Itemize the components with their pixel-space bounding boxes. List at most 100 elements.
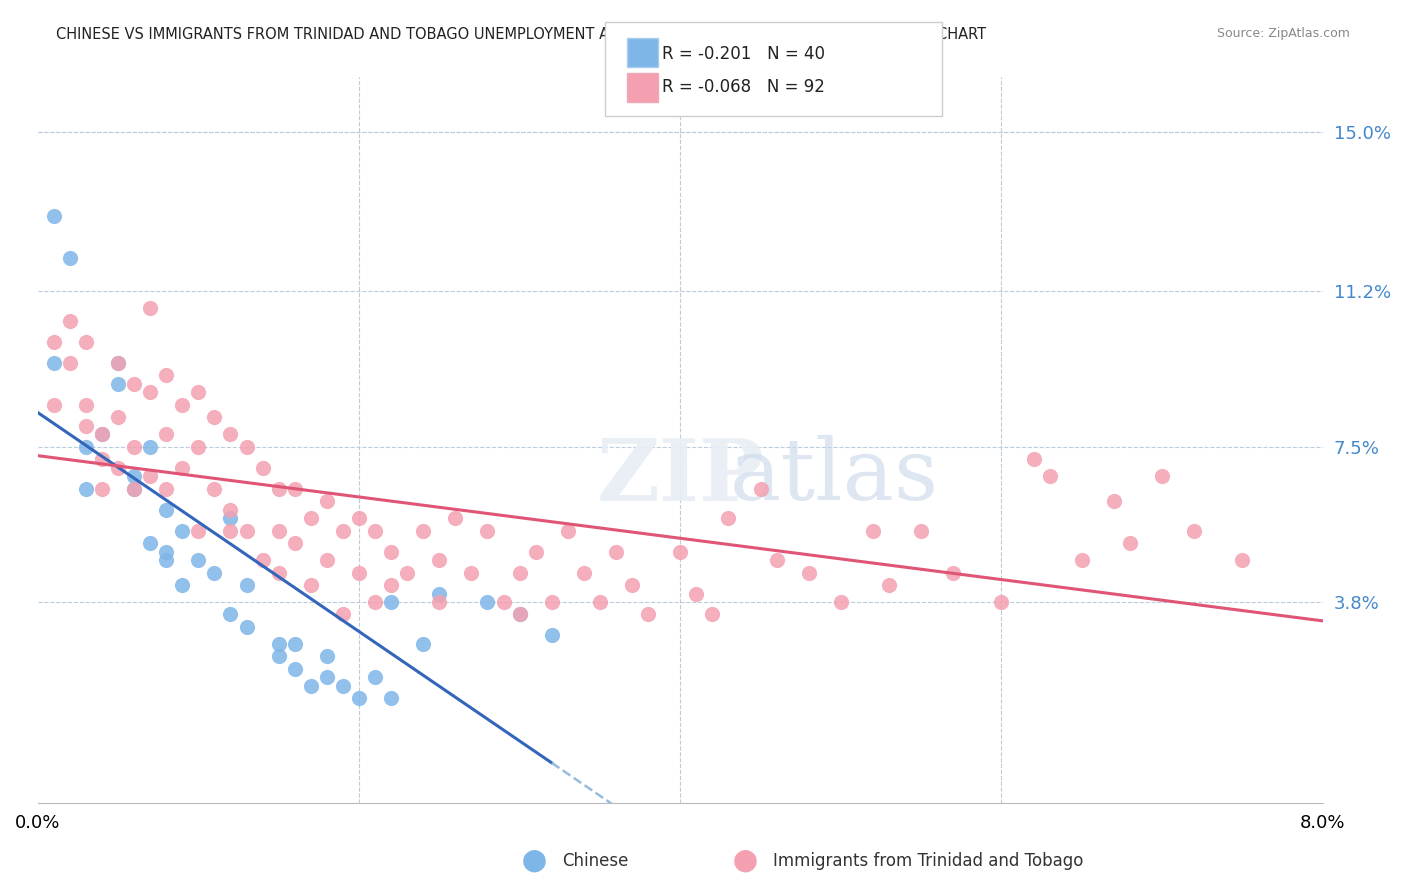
Point — [509, 607, 531, 622]
Point — [139, 469, 162, 483]
Point — [219, 427, 242, 442]
Point — [877, 578, 900, 592]
Point — [284, 662, 307, 676]
Point — [42, 209, 65, 223]
Point — [284, 482, 307, 496]
Point — [524, 544, 547, 558]
Point — [749, 482, 772, 496]
Point — [284, 536, 307, 550]
Point — [172, 578, 194, 592]
Point — [444, 511, 467, 525]
Point — [155, 553, 177, 567]
Point — [235, 578, 257, 592]
Point — [155, 482, 177, 496]
Point — [540, 595, 562, 609]
Point — [252, 553, 274, 567]
Text: Immigrants from Trinidad and Tobago: Immigrants from Trinidad and Tobago — [773, 852, 1084, 870]
Point — [187, 524, 209, 538]
Point — [42, 398, 65, 412]
Point — [42, 356, 65, 370]
Point — [460, 566, 482, 580]
Point — [1119, 536, 1142, 550]
Point — [75, 418, 97, 433]
Point — [942, 566, 965, 580]
Point — [235, 524, 257, 538]
Point — [380, 595, 402, 609]
Point — [187, 440, 209, 454]
Point — [380, 578, 402, 592]
Point — [139, 536, 162, 550]
Point — [1070, 553, 1092, 567]
Point — [1182, 524, 1205, 538]
Point — [990, 595, 1012, 609]
Point — [75, 440, 97, 454]
Point — [1039, 469, 1062, 483]
Point — [202, 566, 225, 580]
Point — [299, 578, 322, 592]
Point — [155, 544, 177, 558]
Point — [75, 482, 97, 496]
Point — [427, 553, 450, 567]
Point — [412, 524, 434, 538]
Point — [637, 607, 659, 622]
Point — [107, 376, 129, 391]
Point — [669, 544, 692, 558]
Point — [267, 566, 290, 580]
Text: R = -0.068   N = 92: R = -0.068 N = 92 — [662, 78, 825, 96]
Point — [717, 511, 740, 525]
Point — [172, 524, 194, 538]
Point — [702, 607, 724, 622]
Point — [332, 607, 354, 622]
Point — [765, 553, 787, 567]
Point — [364, 670, 387, 684]
Point — [155, 502, 177, 516]
Text: CHINESE VS IMMIGRANTS FROM TRINIDAD AND TOBAGO UNEMPLOYMENT AMONG AGES 65 TO 74 : CHINESE VS IMMIGRANTS FROM TRINIDAD AND … — [56, 27, 987, 42]
Point — [91, 427, 114, 442]
Point — [364, 595, 387, 609]
Point — [59, 251, 82, 265]
Point — [509, 566, 531, 580]
Point — [910, 524, 932, 538]
Point — [315, 553, 337, 567]
Point — [477, 595, 499, 609]
Point — [155, 427, 177, 442]
Point — [267, 482, 290, 496]
Point — [284, 637, 307, 651]
Point — [492, 595, 515, 609]
Text: atlas: atlas — [730, 435, 939, 518]
Point — [122, 376, 145, 391]
Point — [91, 482, 114, 496]
Point — [107, 356, 129, 370]
Point — [364, 524, 387, 538]
Point — [315, 649, 337, 664]
Point — [267, 524, 290, 538]
Point — [91, 427, 114, 442]
Point — [252, 460, 274, 475]
Text: ⬤: ⬤ — [733, 849, 758, 872]
Point — [412, 637, 434, 651]
Point — [589, 595, 612, 609]
Point — [139, 440, 162, 454]
Point — [557, 524, 579, 538]
Point — [267, 649, 290, 664]
Point — [347, 566, 370, 580]
Point — [122, 482, 145, 496]
Point — [299, 511, 322, 525]
Point — [235, 440, 257, 454]
Text: Source: ZipAtlas.com: Source: ZipAtlas.com — [1216, 27, 1350, 40]
Point — [172, 398, 194, 412]
Point — [509, 607, 531, 622]
Point — [219, 607, 242, 622]
Point — [621, 578, 644, 592]
Text: R = -0.201   N = 40: R = -0.201 N = 40 — [662, 45, 825, 63]
Point — [477, 524, 499, 538]
Point — [830, 595, 852, 609]
Point — [122, 440, 145, 454]
Point — [427, 586, 450, 600]
Point — [59, 314, 82, 328]
Text: ZIP: ZIP — [596, 434, 763, 518]
Point — [347, 511, 370, 525]
Point — [572, 566, 595, 580]
Point — [202, 482, 225, 496]
Point — [107, 356, 129, 370]
